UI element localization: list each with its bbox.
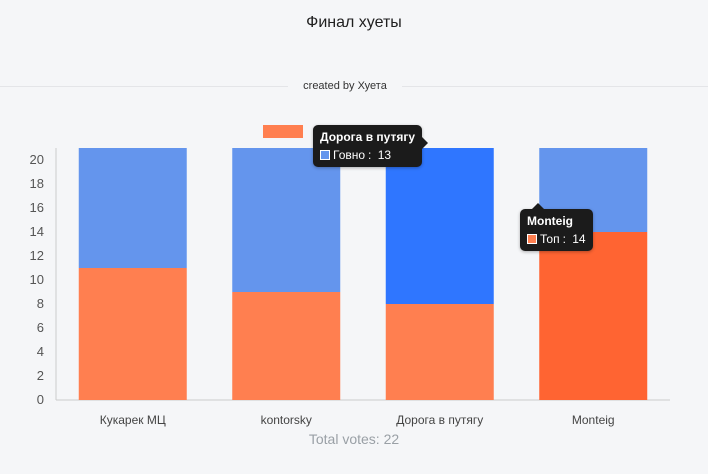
bar-top-2[interactable]	[385, 304, 494, 400]
tooltip-row: Говно: 13	[320, 148, 415, 162]
y-tick-label: 8	[37, 296, 44, 311]
x-category-label: kontorsky	[261, 413, 312, 427]
bar-top-3[interactable]	[539, 232, 648, 400]
tooltip-series: Говно	[333, 148, 366, 162]
x-category-label: Дорога в путягу	[396, 413, 483, 427]
tooltip-value: 14	[572, 232, 586, 246]
bar-top-1[interactable]	[232, 292, 341, 400]
tooltip-value: 13	[377, 148, 392, 162]
y-tick-label: 12	[30, 248, 44, 263]
x-category-label: Кукарек МЦ	[100, 413, 166, 427]
y-tick-label: 20	[30, 152, 44, 167]
tooltip-title: Monteig	[527, 214, 573, 228]
total-votes: Total votes: 22	[308, 431, 400, 447]
tooltip-swatch	[527, 234, 537, 244]
y-tick-label: 6	[37, 320, 44, 335]
tooltip-doroga: Дорога в путягу Говно: 13	[313, 125, 429, 167]
tooltip-row: Топ: 14	[527, 232, 586, 246]
tooltip-arrow	[422, 137, 429, 149]
y-tick-label: 10	[30, 272, 44, 287]
bar-govno-2[interactable]	[385, 148, 494, 304]
y-tick-label: 18	[30, 176, 44, 191]
y-tick-label: 14	[30, 224, 44, 239]
bar-top-0[interactable]	[78, 268, 187, 400]
y-tick-label: 0	[37, 392, 44, 407]
tooltip-title: Дорога в путягу	[320, 130, 416, 144]
y-tick-label: 16	[30, 200, 44, 215]
chart-title: Финал хуеты	[306, 14, 402, 31]
tooltip-swatch	[320, 150, 330, 160]
y-tick-label: 4	[37, 344, 44, 359]
y-tick-label: 2	[37, 368, 44, 383]
bar-govno-1[interactable]	[232, 148, 341, 292]
tooltip-series: Топ	[540, 232, 560, 246]
tooltip-monteig: Monteig Топ: 14	[520, 203, 593, 251]
legend-swatch-top[interactable]	[263, 125, 303, 138]
x-category-label: Monteig	[572, 413, 615, 427]
tooltip-arrow	[532, 203, 544, 209]
credit-label: created by Хуета	[288, 80, 402, 92]
bar-govno-0[interactable]	[78, 148, 187, 268]
